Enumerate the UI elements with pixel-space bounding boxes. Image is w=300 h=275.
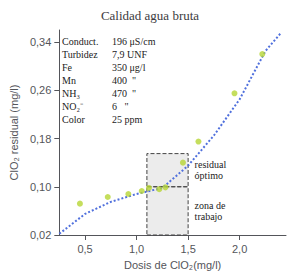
svg-text:Conduct.: Conduct.: [62, 36, 98, 47]
svg-text:7,9 UNF: 7,9 UNF: [112, 49, 147, 60]
svg-text:350 μg/l: 350 μg/l: [112, 62, 146, 73]
svg-text:Turbidez: Turbidez: [62, 49, 98, 60]
svg-text:1,0: 1,0: [129, 243, 144, 255]
svg-text:NH₃: NH₃: [62, 88, 80, 99]
svg-text:0,02: 0,02: [30, 229, 51, 241]
svg-text:Mn: Mn: [62, 75, 76, 86]
svg-text:Dosis de ClO₂(mg/l): Dosis de ClO₂(mg/l): [124, 259, 221, 271]
svg-text:residual: residual: [195, 159, 227, 170]
svg-text:Color: Color: [62, 114, 85, 125]
svg-text:400 ": 400 ": [112, 75, 136, 86]
svg-text:óptimo: óptimo: [195, 170, 223, 181]
svg-text:zona de: zona de: [195, 200, 226, 211]
svg-text:Fe: Fe: [62, 62, 73, 73]
svg-text:6 ": 6 ": [112, 101, 129, 112]
svg-text:196 μS/cm: 196 μS/cm: [112, 36, 156, 47]
svg-text:25 ppm: 25 ppm: [112, 114, 143, 125]
svg-text:0,18: 0,18: [30, 133, 51, 145]
svg-text:470 ": 470 ": [112, 88, 136, 99]
svg-text:2,0: 2,0: [232, 243, 247, 255]
svg-text:ClO₂ residual (mg/l): ClO₂ residual (mg/l): [8, 85, 20, 181]
svg-text:NO₂⁻: NO₂⁻: [62, 101, 84, 112]
svg-text:trabajo: trabajo: [195, 211, 223, 222]
svg-text:1,5: 1,5: [180, 243, 195, 255]
svg-text:0,26: 0,26: [30, 84, 51, 96]
svg-text:0,5: 0,5: [77, 243, 92, 255]
svg-text:Calidad agua bruta: Calidad agua bruta: [101, 8, 199, 23]
svg-text:0,34: 0,34: [30, 36, 51, 48]
svg-text:0,10: 0,10: [30, 181, 51, 193]
